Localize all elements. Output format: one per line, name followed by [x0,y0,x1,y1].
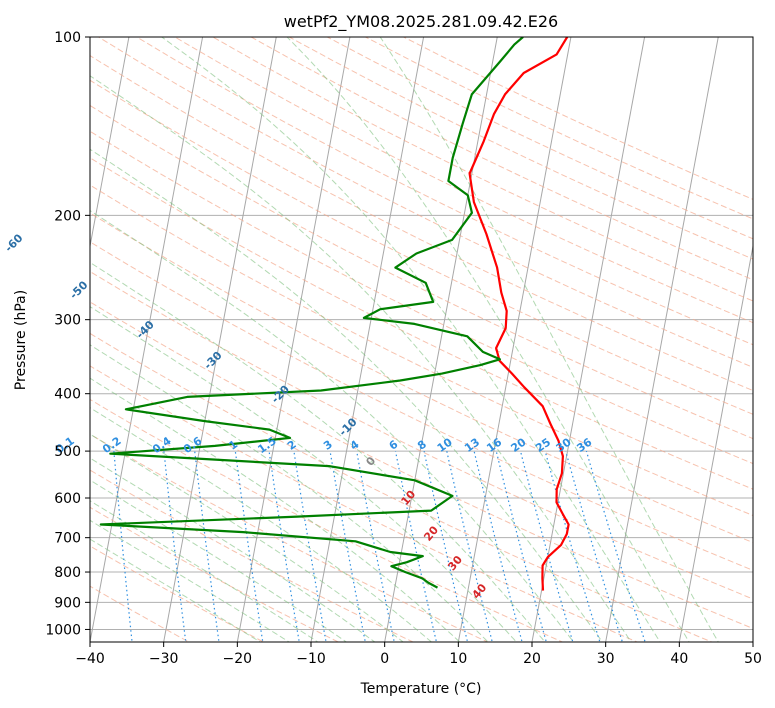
temperature-profile-line [468,37,570,591]
dry-adiabat-line [90,184,753,517]
moist-adiabat-line [90,75,632,642]
moist-adiabat-line [90,479,348,642]
dry-adiabat-line [212,37,753,302]
dry-adiabat-line [174,37,753,324]
y-tick-label: 1000 [45,622,81,638]
plot-frame [89,36,754,643]
y-tick-label: 900 [54,595,81,611]
chart-title: wetPf2_YM08.2025.281.09.42.E26 [284,12,558,32]
x-tick-label: 40 [670,651,688,667]
dry-adiabat-line [90,433,489,642]
y-tick-label: 400 [54,387,81,403]
dry-adiabat-line [90,104,753,440]
moist-adiabat-line [90,500,319,642]
dewpoint-profile-line [99,37,524,589]
mixing-ratio-line [268,451,300,642]
x-tick-label: 10 [449,651,467,667]
y-tick-label: 500 [54,444,81,460]
mixing-ratio-line [113,451,133,642]
moist-adiabat-line [90,457,376,642]
isotherm-line [678,243,753,642]
moist-adiabat-line [90,433,404,642]
mixing-ratio-line [519,450,574,642]
dry-adiabat-line [90,332,714,642]
dry-adiabat-line [90,212,753,544]
isotherm-line [236,37,351,642]
moist-adiabat-line [90,407,433,642]
dry-adiabat-line [90,79,753,415]
moist-adiabat-line [90,148,603,642]
x-tick-label: −10 [296,651,326,667]
y-tick-label: 100 [54,30,81,46]
background-lines [90,37,753,642]
x-tick-label: 0 [380,651,389,667]
y-tick-label: 300 [54,313,81,329]
mixing-ratio-line [544,450,601,642]
y-tick-label: 700 [54,531,81,547]
x-tick-label: 30 [597,651,615,667]
isotherm-line [163,37,277,642]
moist-adiabat-line [90,344,489,642]
mixing-ratio-line [293,451,327,642]
dry-adiabat-line [90,157,753,490]
dry-adiabat-line [98,37,753,368]
dry-adiabat-line [90,301,753,630]
y-tick-label: 800 [54,565,81,581]
isotherm-line [457,37,572,642]
mixing-ratio-line [565,450,624,642]
moist-adiabat-line [90,261,546,642]
dry-adiabat-line [90,365,639,642]
dry-adiabat-line [90,506,340,642]
moist-adiabat-line [90,306,518,642]
moist-adiabat-line [379,37,719,642]
x-tick-label: −40 [75,651,105,667]
y-tick-label: 600 [54,491,81,507]
x-tick-label: 20 [523,651,541,667]
isotherm-line [531,37,646,642]
x-axis-title: Temperature (°C) [360,681,482,697]
dry-adiabat-line [90,241,753,571]
mixing-ratio-line [234,451,264,642]
mixing-ratio-line [585,450,646,642]
dry-adiabat-line [90,469,415,642]
isotherm-line [605,37,719,642]
profile-lines [99,37,570,591]
y-axis-title: Pressure (hPa) [13,290,29,390]
moist-adiabat-line [161,37,661,642]
dry-adiabat-line [90,545,265,642]
x-tick-label: −20 [223,651,253,667]
x-tick-label: −30 [149,651,179,667]
isotherm-line [90,37,130,249]
isotherm-line [90,37,204,642]
moist-adiabat-line [286,37,690,642]
dry-adiabat-line [90,398,564,642]
mixing-ratio-line [329,451,366,642]
axes: −40 −30 −20 −10 0 10 20 30 40 50 1000 900 800 700 600 5… [45,30,762,667]
x-tick-label: 50 [744,651,762,667]
isotherm-line [384,37,498,642]
dry-adiabat-line [90,270,753,600]
y-tick-label: 200 [54,208,81,224]
moist-adiabat-line [90,209,575,642]
isotherm-line [310,37,425,642]
